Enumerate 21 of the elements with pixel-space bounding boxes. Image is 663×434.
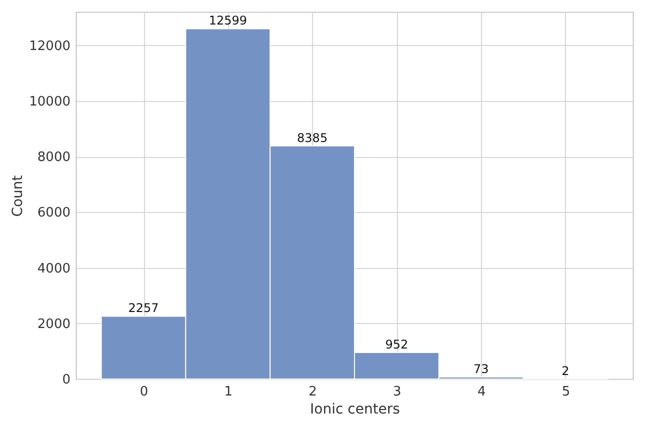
data-label: 2257 [128, 301, 159, 316]
y-tick-label: 4000 [37, 261, 70, 276]
data-label: 73 [473, 362, 489, 376]
x-axis-title: Ionic centers [310, 402, 400, 418]
x-tick-label: 4 [477, 384, 486, 400]
y-tick-label: 2000 [37, 316, 70, 332]
x-tick-label: 2 [308, 384, 317, 400]
x-tick-label: 5 [562, 384, 570, 400]
y-tick-label: 12000 [29, 38, 70, 54]
x-tick-label: 1 [224, 384, 233, 400]
data-label: 952 [385, 338, 408, 352]
x-tick-label: 0 [140, 384, 148, 400]
data-label: 2 [562, 364, 570, 378]
y-tick-label: 6000 [37, 206, 70, 221]
y-tick-label: 10000 [29, 94, 70, 110]
data-label: 12599 [208, 14, 248, 28]
x-tick-label: 3 [393, 384, 402, 400]
y-tick-label: 0 [62, 372, 70, 388]
y-tick-label: 8000 [37, 150, 70, 166]
data-label: 8385 [297, 130, 328, 145]
y-axis-title: Count [10, 174, 26, 217]
